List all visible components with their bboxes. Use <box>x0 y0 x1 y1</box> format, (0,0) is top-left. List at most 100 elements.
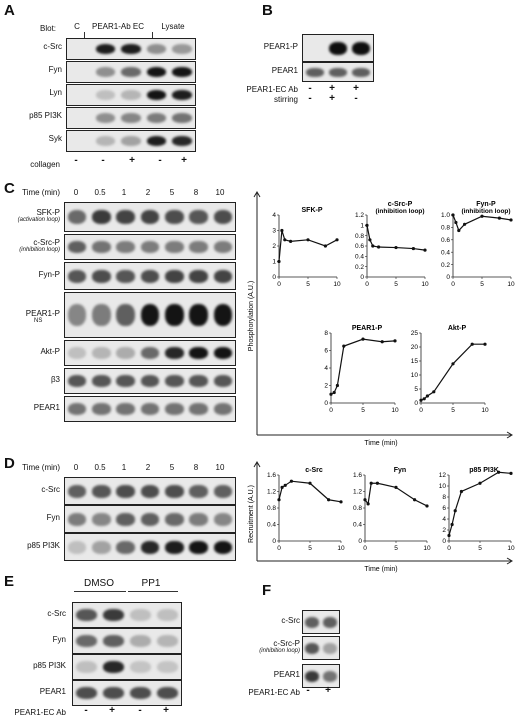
x-tick-label: 10 <box>337 545 345 552</box>
panel-e-row-label-text: p85 PI3K <box>33 661 66 670</box>
data-point <box>480 214 484 218</box>
data-point <box>368 238 372 242</box>
y-tick-label: 4 <box>324 365 328 372</box>
blot-band <box>67 403 87 415</box>
blot-band <box>352 67 371 77</box>
data-point <box>451 362 455 366</box>
blot-band <box>116 347 135 359</box>
panel-c-frame-arrow <box>506 431 513 439</box>
panel-c-blot-strip <box>64 396 236 422</box>
panel-b-letter: B <box>262 2 273 19</box>
panel-c-time-tick: 2 <box>145 188 151 197</box>
blot-band <box>189 484 208 498</box>
y-tick-label: 0 <box>446 274 450 281</box>
blot-band <box>76 661 97 673</box>
blot-band <box>140 375 160 387</box>
data-point <box>329 392 333 396</box>
y-tick-label: 0.2 <box>355 264 364 271</box>
blot-band <box>92 347 111 359</box>
panel-e-row-label-text: Fyn <box>52 635 66 644</box>
blot-band <box>67 210 87 224</box>
chart-subtitle: (inhibition loop) <box>375 208 424 215</box>
blot-band <box>140 540 160 554</box>
panel-a-row-label-text: Syk <box>48 134 62 143</box>
blot-band <box>103 609 124 621</box>
data-point <box>497 216 501 220</box>
blot-band <box>323 642 337 654</box>
panel-e-blot-strip <box>72 680 182 706</box>
chart-3: 0 2 4 6 8 0 5 10 PEAR1-P <box>324 325 399 414</box>
blot-band <box>140 269 160 283</box>
blot-band <box>92 375 111 387</box>
panel-c-row-label-text: β3 <box>50 375 60 384</box>
blot-band <box>92 241 111 253</box>
chart-subtitle: (inhibition loop) <box>461 208 510 215</box>
panel-e-row-label: p85 PI3K <box>0 661 66 670</box>
blot-band <box>165 375 184 387</box>
chart-title: c-Src <box>305 467 323 474</box>
panel-e-row-label: PEAR1 <box>0 687 66 696</box>
panel-f-blot-strip <box>302 636 340 660</box>
blot-band <box>76 687 97 699</box>
panel-c-row-label-sub: (activation loop) <box>17 217 60 223</box>
blot-band <box>95 67 116 77</box>
x-tick-label: 5 <box>361 407 365 414</box>
panel-d-row-label-text: c-Src <box>41 485 60 494</box>
blot-band <box>121 90 141 100</box>
panel-c-time-tick: 10 <box>215 188 225 197</box>
data-point <box>280 485 284 489</box>
data-point <box>419 398 423 402</box>
blot-band <box>92 512 111 526</box>
x-tick-label: 5 <box>394 545 398 552</box>
panel-c-blot-strip <box>64 368 236 394</box>
blot-band <box>67 375 87 387</box>
panel-c-row-label-sub: (inhibition loop) <box>19 247 60 253</box>
panel-b-row-label: PEAR1-P <box>263 42 298 51</box>
panel-b-blot-strip <box>302 62 374 82</box>
blot-band <box>305 616 319 628</box>
data-point <box>306 238 310 242</box>
y-tick-label: 1.2 <box>355 212 364 219</box>
y-tick-label: 0 <box>272 274 276 281</box>
panel-a-sign: - <box>158 155 162 166</box>
panel-e-letter: E <box>4 573 15 590</box>
panel-b-cond2-label: stirring <box>273 95 298 104</box>
blot-band <box>157 661 178 673</box>
x-tick-label: 10 <box>333 281 341 288</box>
panel-c-ylabel: Phosphorylation (A.U.) <box>248 281 255 351</box>
y-tick-label: 1.6 <box>267 472 276 479</box>
x-tick-label: 0 <box>277 545 281 552</box>
y-tick-label: 12 <box>439 472 447 479</box>
panel-e-row-label-text: c-Src <box>47 609 66 618</box>
panel-c-blot-strip <box>64 234 236 260</box>
x-tick-label: 0 <box>447 545 451 552</box>
data-point <box>411 246 415 251</box>
panel-e-sign: + <box>109 705 115 716</box>
x-tick-label: 10 <box>481 407 489 414</box>
blot-band <box>165 210 184 224</box>
y-tick-label: 0.4 <box>267 522 276 529</box>
y-tick-label: 10 <box>439 483 447 490</box>
panel-a-row-label: c-Src <box>0 42 62 51</box>
blot-band <box>140 210 160 224</box>
blot-band <box>146 90 167 100</box>
data-point <box>425 394 429 398</box>
blot-band <box>92 540 111 554</box>
data-point <box>332 390 336 395</box>
panel-c-row-label-text: Akt-P <box>40 347 60 356</box>
panel-d-time-tick: 2 <box>145 463 151 472</box>
y-tick-label: 6 <box>442 505 446 512</box>
panel-a-row-label-text: Lyn <box>49 88 62 97</box>
panel-b-sign: - <box>308 93 312 104</box>
blot-band <box>352 41 371 55</box>
data-point <box>451 213 455 217</box>
y-tick-label: 6 <box>324 348 328 355</box>
data-point <box>394 245 398 250</box>
blot-band <box>213 484 233 498</box>
panel-d-blot-strip <box>64 533 236 561</box>
panel-c-blot-strip <box>64 202 236 232</box>
data-point <box>365 223 369 227</box>
panel-d-row-label: c-Src <box>0 485 60 494</box>
panel-a-row-label-text: Fyn <box>48 65 62 74</box>
blot-band <box>165 304 184 326</box>
